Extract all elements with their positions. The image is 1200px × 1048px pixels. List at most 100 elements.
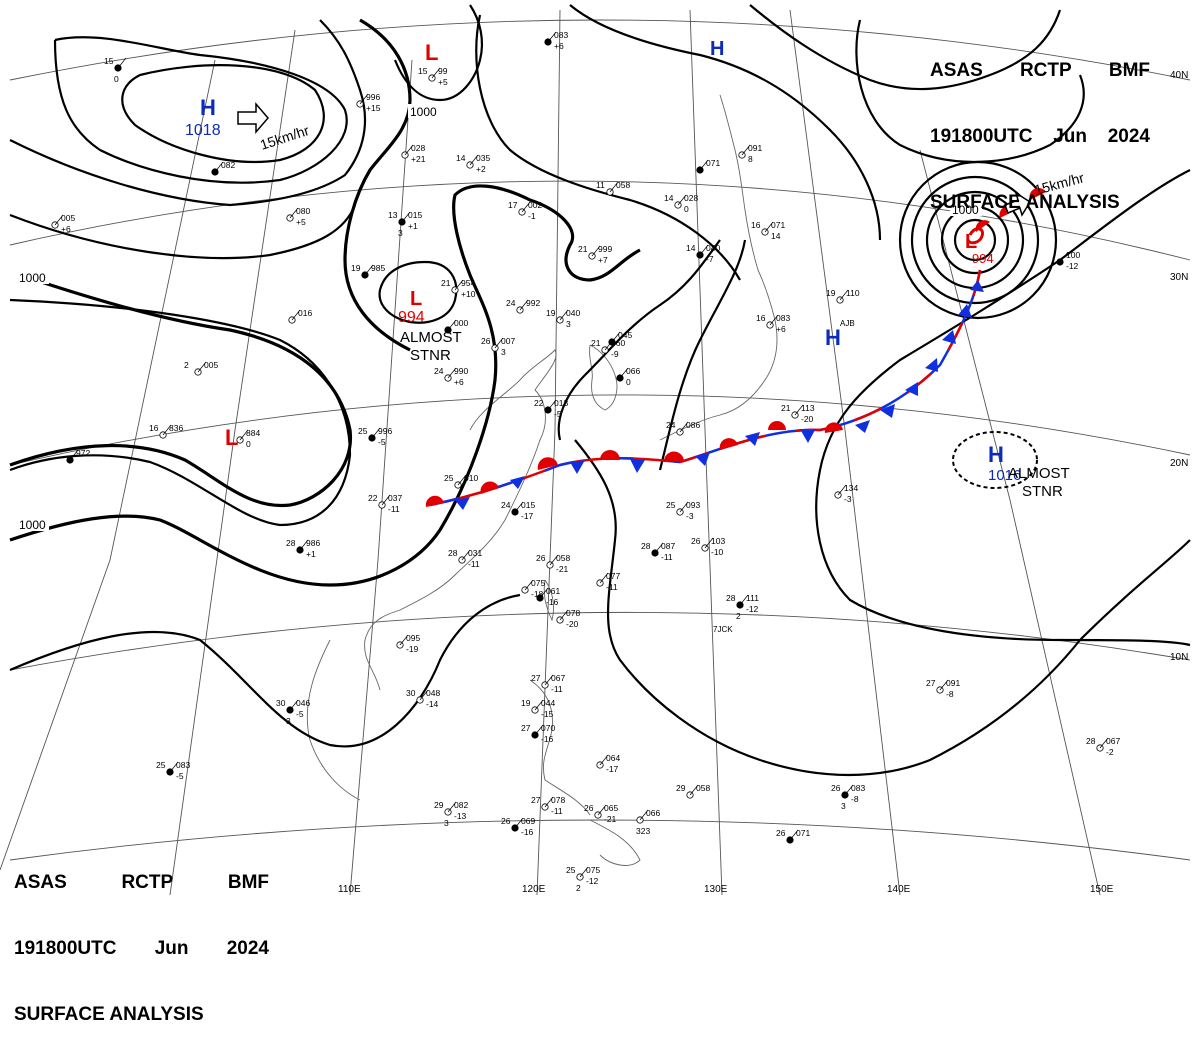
isobar-line [574, 439, 1191, 777]
station-plot: 19 110 [826, 288, 860, 304]
wind-barb [514, 817, 524, 829]
wind-barb [699, 244, 709, 256]
header-month: Jun [154, 938, 189, 959]
station-pressure: 070 [541, 723, 555, 733]
header-station: ASAS [14, 872, 67, 893]
station-temp: 15 [418, 66, 428, 76]
cold-front-triangle [880, 404, 895, 418]
station-temp: 27 [531, 673, 541, 683]
station-tendency: -8 [946, 689, 954, 699]
station-tendency: -13 [454, 811, 467, 821]
header-station: BMF [227, 872, 269, 893]
station-tendency: +21 [411, 154, 426, 164]
station-temp: 27 [531, 795, 541, 805]
longitude-label: 150E [1090, 884, 1114, 895]
station-pressure: 996 [366, 92, 380, 102]
station-temp: 14 [456, 153, 466, 163]
station-temp: 21 [781, 403, 791, 413]
coastline-korea [589, 344, 618, 411]
cold-front-triangle [942, 330, 956, 344]
isobar-label: 1000 [19, 271, 46, 285]
header-station: RCTP [1019, 60, 1072, 81]
station-plot: 25 010 [444, 473, 478, 489]
station-pressure: 083 [176, 760, 190, 770]
station-pressure: 064 [606, 753, 620, 763]
station-pressure: 954 [461, 278, 475, 288]
station-plot: 30 046-5 3 [276, 698, 310, 726]
station-temp: 24 [666, 420, 676, 430]
station-tendency: -10 [711, 547, 724, 557]
station-temp: 28 [641, 541, 651, 551]
isobar-line [378, 260, 458, 324]
coastline-taiwan [543, 579, 555, 622]
warm-front-bump [824, 422, 843, 433]
isobar-line [121, 64, 325, 164]
station-pressure: 111 [746, 593, 759, 603]
station-plot: 25 996-5 [358, 426, 392, 447]
station-plot: 26 058-21 [536, 553, 570, 574]
header-time-line: 191800UTC Jun 2024 [930, 126, 1150, 148]
isobar-line [343, 18, 412, 352]
cold-front-triangle [510, 476, 525, 489]
isobar-line [9, 204, 357, 260]
station-plot: 29 082-13 3 [434, 800, 468, 828]
station-temp: 24 [506, 298, 516, 308]
station-pressure: 066 [646, 808, 660, 818]
wind-barb [837, 484, 847, 496]
station-plot: 28 031-11 [448, 548, 482, 569]
cold-front-triangle [455, 497, 470, 510]
station-tendency: -20 [566, 619, 579, 629]
high-pressure-symbol: H [825, 325, 841, 350]
station-tendency: -21 [556, 564, 569, 574]
station-pressure: 002 [528, 200, 542, 210]
station-tendency: -15 [541, 709, 554, 719]
meridian-line [349, 59, 413, 896]
warm-front-bump [719, 438, 738, 450]
station-plot: 996+15 [356, 92, 381, 113]
coastlines [306, 94, 778, 866]
wind-barb [599, 572, 609, 584]
station-tendency: -14 [426, 699, 439, 709]
station-pressure: 040 [566, 308, 580, 318]
cold-front-triangle [970, 280, 984, 292]
station-plot: 25 093-3 [666, 500, 700, 521]
wind-barb [704, 537, 714, 549]
station-temp: 26 [831, 783, 841, 793]
station-pressure: 99 [438, 66, 448, 76]
station-tendency: -16 [546, 597, 559, 607]
front-line-blue [429, 457, 681, 507]
header-time: 191800UTC [14, 938, 117, 959]
wind-barb [1099, 737, 1109, 749]
station-pressure: 972 [76, 448, 90, 458]
wind-barb [769, 314, 779, 326]
station-temp: 28 [726, 593, 736, 603]
station-pressure: 000 [454, 318, 468, 328]
wind-barb [289, 207, 299, 219]
wind-barb [739, 594, 749, 606]
station-pressure: 071 [796, 828, 810, 838]
station-temp: 30 [276, 698, 286, 708]
station-temp: 19 [521, 698, 531, 708]
isobar-label: 1000 [19, 518, 46, 532]
header-station-line: ASAS RCTP BMF [14, 872, 269, 894]
wind-barb [447, 801, 457, 813]
station-plot: 071 [696, 158, 720, 174]
station-temp: 22 [368, 493, 378, 503]
station-plot: 028+21 [401, 143, 426, 164]
station-tendency: +15 [366, 103, 381, 113]
header-station: ASAS [930, 60, 983, 81]
longitude-label: 130E [704, 884, 728, 895]
station-plot: 22 013-5 [534, 398, 568, 419]
station-plot: 11 058 [596, 180, 630, 196]
station-temp: 25 [444, 473, 454, 483]
station-pressure: 031 [468, 548, 482, 558]
warm-front-bump [768, 421, 786, 430]
station-plot: 27 091-8 [926, 678, 960, 699]
station-pressure: 086 [686, 420, 700, 430]
wind-barb [599, 754, 609, 766]
station-pressure: 028 [684, 193, 698, 203]
cold-front-triangle [800, 429, 815, 443]
pressure-value: 1018 [185, 122, 221, 139]
